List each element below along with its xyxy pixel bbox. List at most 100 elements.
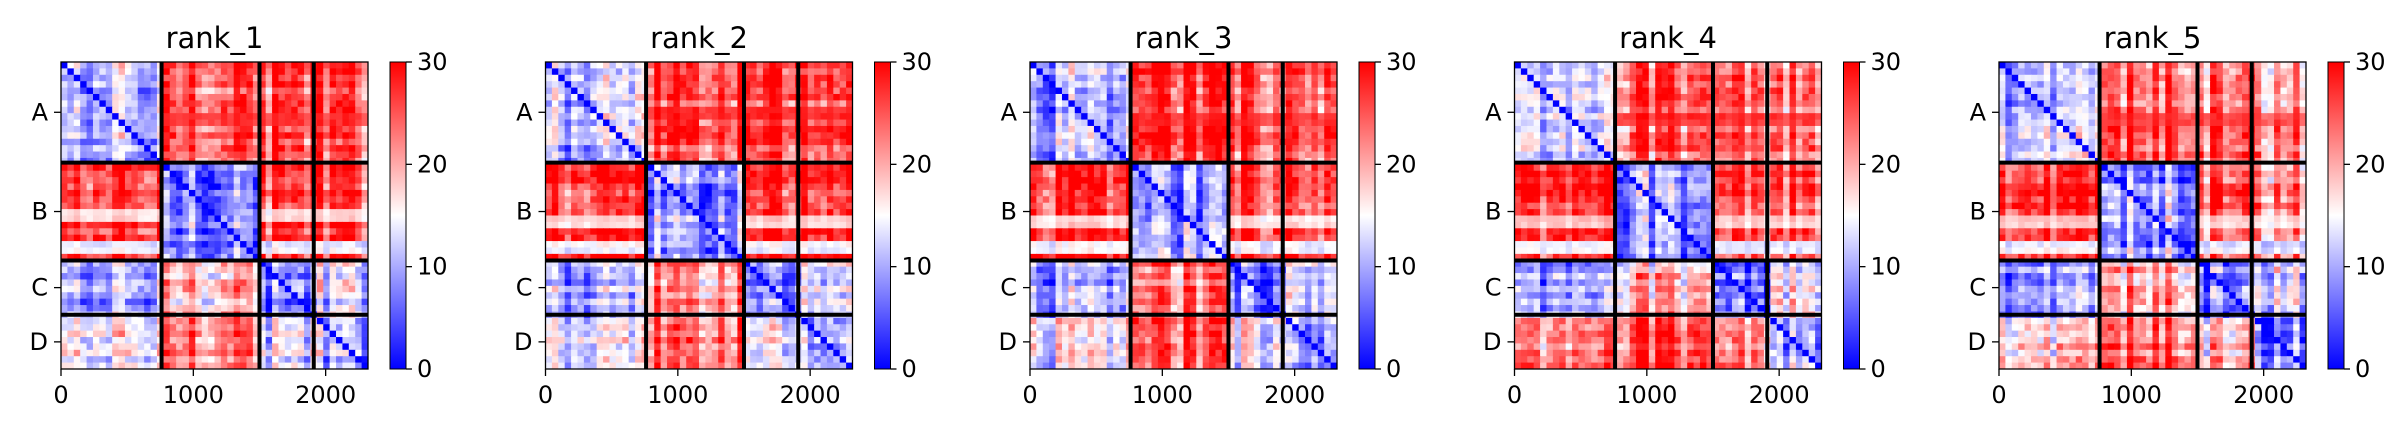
heatmap-cell	[679, 119, 687, 127]
heatmap-cell	[348, 228, 356, 236]
heatmap-cell	[647, 228, 655, 236]
heatmap-cell	[227, 279, 235, 287]
heatmap-cell	[577, 298, 585, 306]
heatmap-cell	[67, 62, 75, 69]
heatmap-cell	[80, 253, 88, 261]
heatmap-cell	[647, 337, 655, 345]
heatmap-cell	[272, 132, 280, 140]
heatmap-cell	[807, 189, 815, 197]
heatmap-cell	[137, 221, 145, 229]
heatmap-cell	[686, 196, 694, 204]
heatmap-cell	[692, 266, 700, 274]
heatmap-cell	[762, 337, 770, 345]
heatmap-cell	[826, 68, 834, 76]
heatmap-cell	[807, 343, 815, 351]
heatmap-cell	[124, 93, 132, 101]
heatmap-cell	[839, 68, 847, 76]
heatmap-cell	[551, 337, 559, 345]
heatmap-cell	[699, 362, 706, 369]
heatmap-cell	[545, 100, 553, 108]
heatmap-cell	[118, 87, 126, 95]
heatmap-cell	[603, 87, 611, 95]
heatmap-cell	[233, 125, 241, 133]
heatmap-cell	[278, 266, 286, 274]
heatmap-cell	[577, 106, 585, 114]
heatmap-cell	[265, 138, 273, 146]
heatmap-cell	[833, 87, 841, 95]
heatmap-cell	[583, 356, 591, 364]
heatmap-cell	[265, 62, 273, 69]
heatmap-cell	[826, 138, 834, 146]
heatmap-cell	[329, 317, 337, 325]
heatmap-cell	[756, 183, 764, 191]
heatmap-cell	[131, 62, 139, 69]
heatmap-cell	[545, 266, 553, 274]
heatmap-cell	[730, 305, 738, 313]
heatmap-cell	[1061, 100, 1069, 108]
heatmap-cell	[788, 119, 796, 127]
heatmap-cell	[820, 228, 828, 236]
heatmap-cell	[137, 279, 145, 287]
heatmap-cell	[833, 196, 841, 204]
heatmap-cell	[692, 260, 700, 268]
heatmap-cell	[99, 279, 107, 287]
heatmap-cell	[545, 285, 553, 293]
heatmap-cell	[316, 234, 324, 242]
heatmap-cell	[227, 330, 235, 338]
heatmap-cell	[679, 228, 687, 236]
heatmap-cell	[737, 183, 745, 191]
heatmap-cell	[188, 292, 196, 300]
heatmap-cell	[814, 87, 822, 95]
heatmap-cell	[182, 273, 190, 281]
heatmap-cell	[86, 228, 94, 236]
heatmap-cell	[571, 202, 579, 210]
heatmap-cell	[692, 298, 700, 306]
heatmap-cell	[252, 285, 260, 293]
heatmap-cell	[622, 87, 630, 95]
heatmap-cell	[342, 145, 350, 153]
heatmap-cell	[628, 305, 636, 313]
heatmap-cell	[67, 183, 75, 191]
heatmap-cell	[227, 292, 235, 300]
heatmap-cell	[762, 241, 770, 249]
heatmap-cell	[737, 164, 745, 172]
heatmap-cell	[775, 113, 783, 121]
heatmap-cell	[208, 164, 216, 172]
heatmap-cell	[291, 228, 299, 236]
heatmap-cell	[679, 68, 687, 76]
heatmap-cell	[195, 305, 203, 313]
heatmap-cell	[265, 241, 273, 249]
heatmap-cell	[737, 234, 745, 242]
heatmap-cell	[227, 183, 235, 191]
heatmap-cell	[686, 324, 694, 332]
heatmap-cell	[718, 228, 726, 236]
heatmap-cell	[342, 106, 350, 114]
heatmap-cell	[788, 189, 796, 197]
heatmap-cell	[348, 170, 356, 178]
heatmap-cell	[61, 209, 68, 217]
heatmap-cell	[246, 113, 254, 121]
heatmap-cell	[705, 189, 713, 197]
heatmap-cell	[590, 292, 598, 300]
heatmap-cell	[647, 170, 655, 178]
heatmap-cell	[564, 305, 572, 313]
heatmap-cell	[252, 349, 260, 357]
heatmap-cell	[214, 151, 222, 159]
heatmap-cell	[814, 228, 822, 236]
heatmap-cell	[105, 273, 113, 281]
heatmap-cell	[80, 241, 88, 249]
heatmap-cell	[80, 279, 88, 287]
heatmap-cell	[182, 292, 190, 300]
heatmap-cell	[137, 125, 145, 133]
heatmap-cell	[705, 164, 713, 172]
heatmap-cell	[583, 292, 591, 300]
heatmap-cell	[724, 113, 732, 121]
heatmap-cell	[227, 234, 235, 242]
heatmap-cell	[323, 234, 331, 242]
heatmap-cell	[564, 189, 572, 197]
heatmap-cell	[801, 215, 809, 223]
heatmap-cell	[131, 119, 139, 127]
heatmap-cell	[92, 279, 100, 287]
heatmap-cell	[654, 100, 662, 108]
heatmap-cell	[80, 151, 88, 159]
